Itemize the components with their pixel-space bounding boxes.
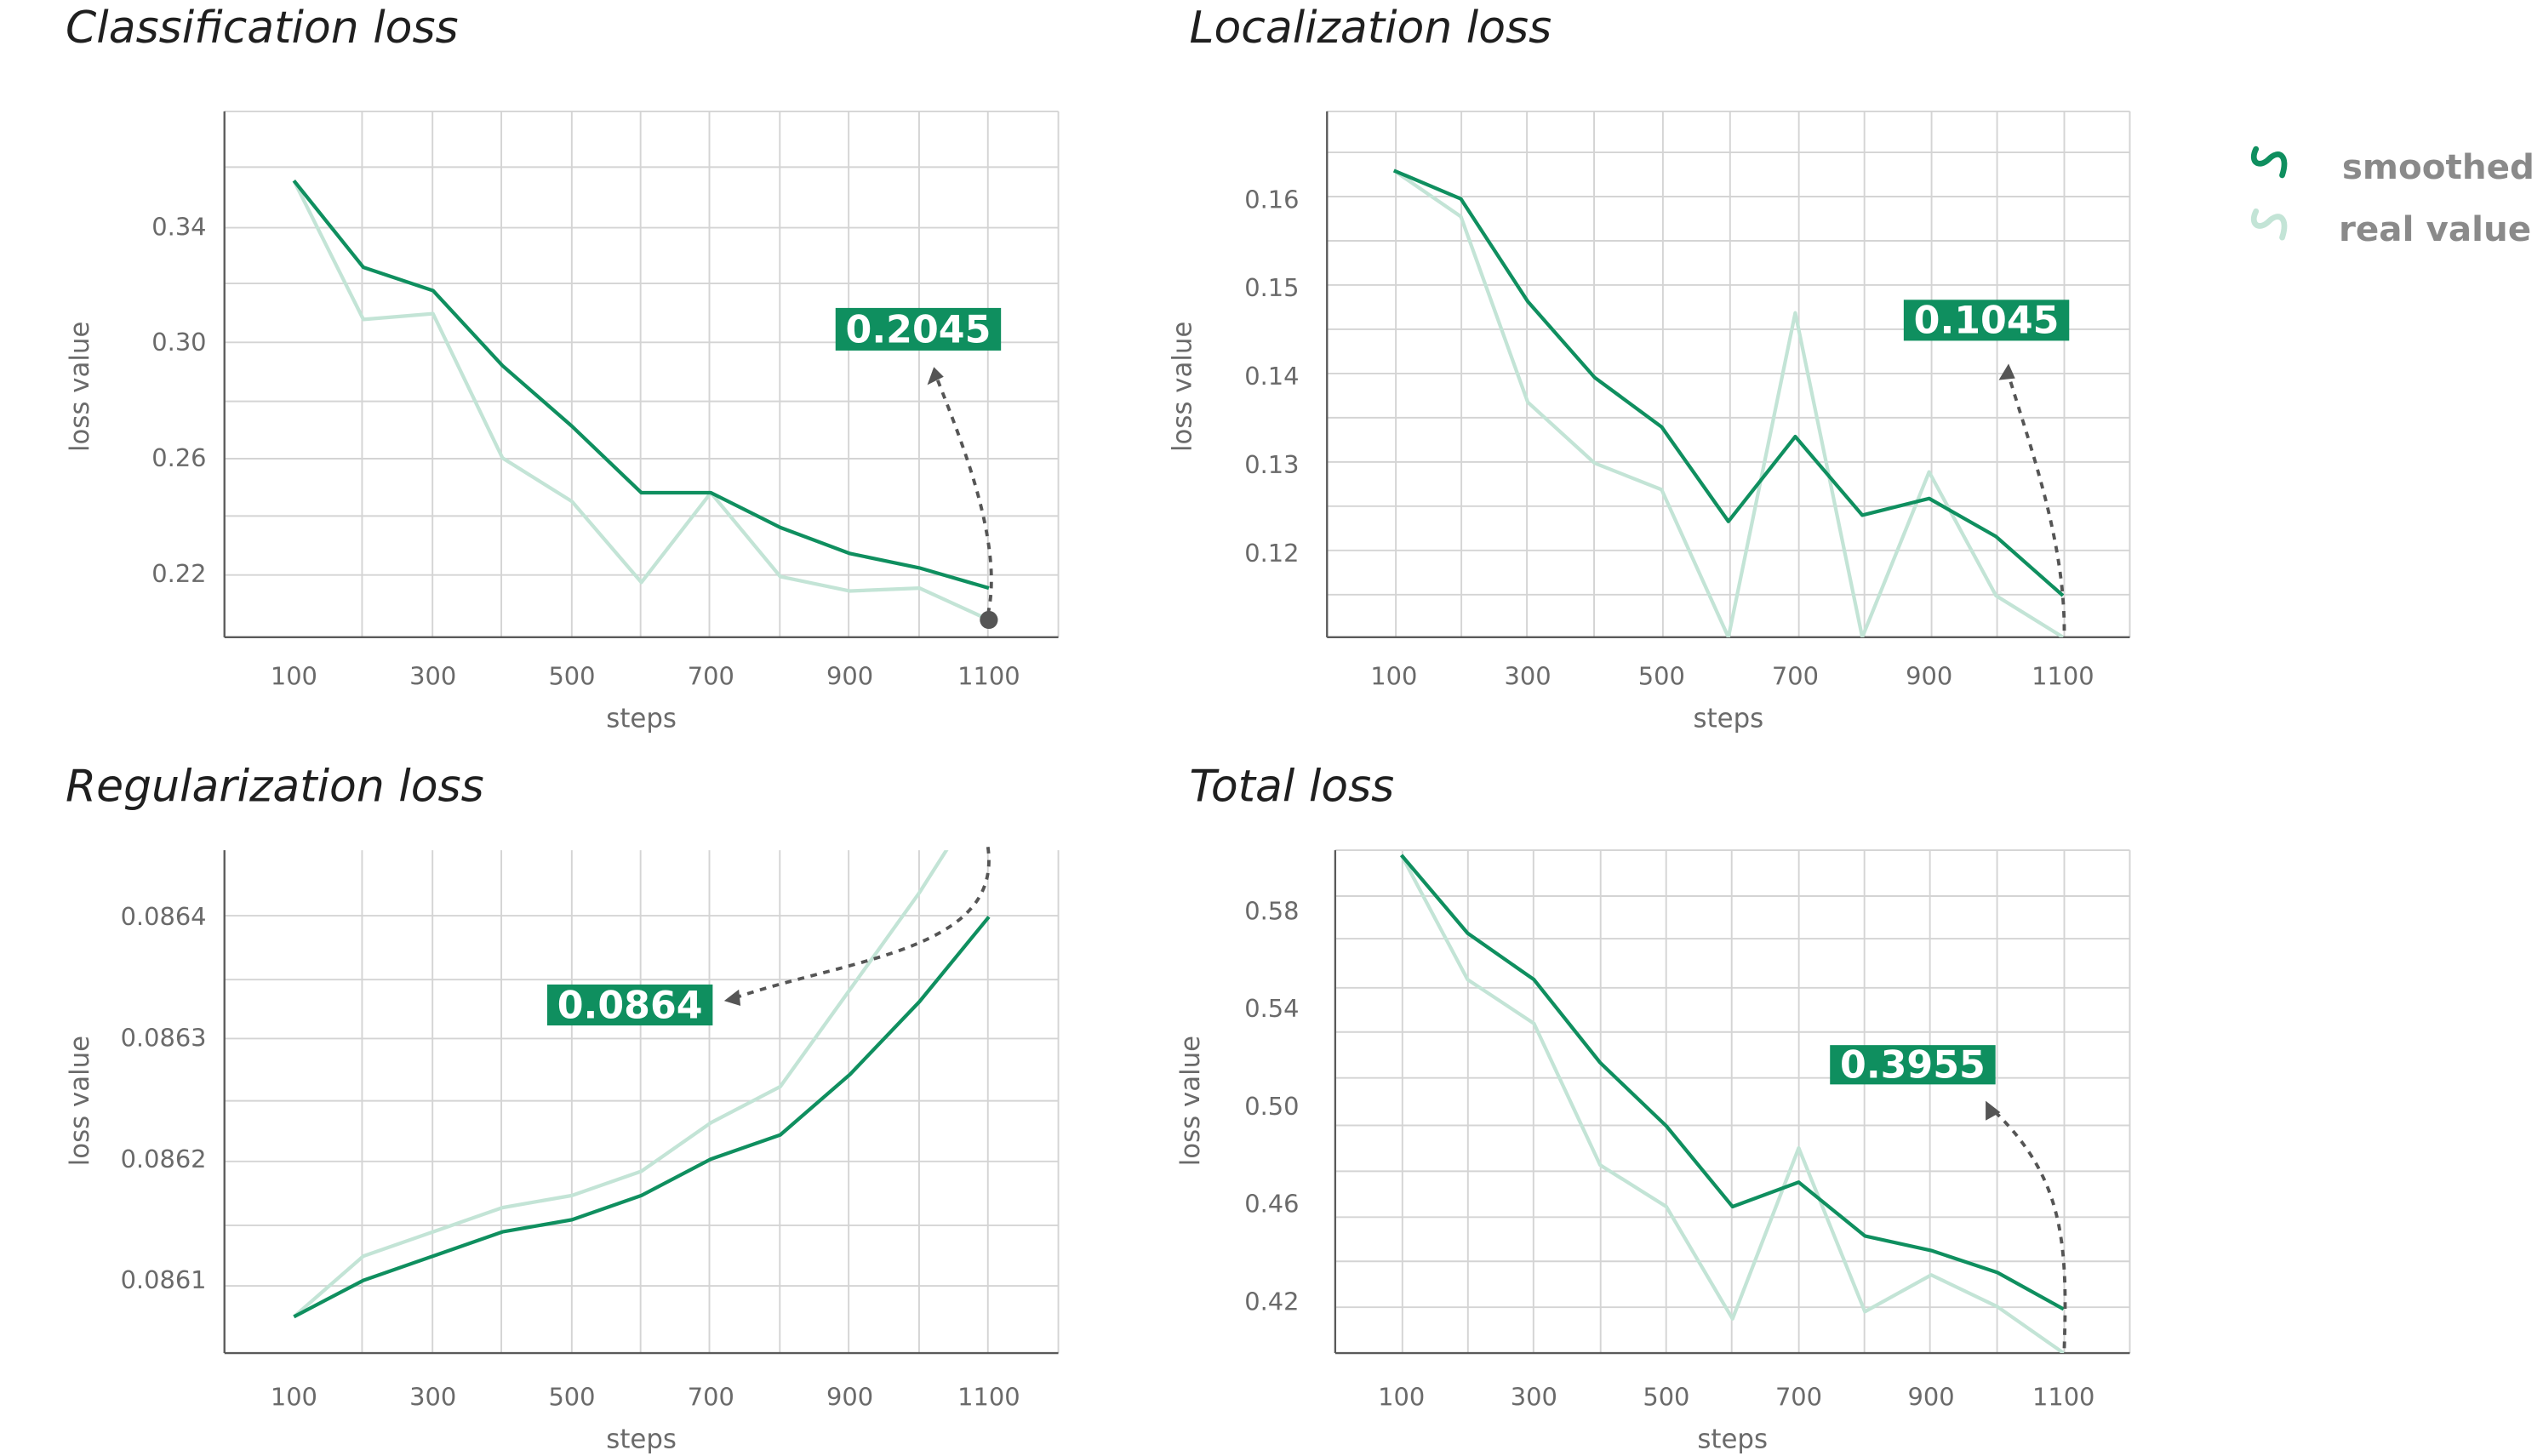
localization-y-tick-label: 0.15 (1244, 273, 1299, 302)
localization-chart-title: Localization loss (1190, 3, 1552, 54)
total-callout-value: 0.3955 (1840, 1044, 1986, 1088)
classification-chart-title: Classification loss (66, 3, 459, 54)
classification-x-tick-label: 700 (688, 662, 734, 691)
regularization-x-tick-label: 300 (409, 1383, 456, 1412)
classification-y-tick-label: 0.30 (151, 328, 206, 357)
classification-y-axis-label: loss value (65, 322, 95, 452)
localization-x-tick-label: 500 (1638, 662, 1685, 691)
regularization-smoothed-line (293, 916, 991, 1319)
regularization-real-value-line (292, 850, 949, 1318)
localization-callout-box (1903, 300, 2070, 341)
localization-y-tick-label: 0.16 (1244, 185, 1299, 214)
regularization-y-axis-label: loss value (65, 1036, 95, 1166)
regularization-chart-title: Regularization loss (66, 761, 484, 812)
chart-legend: smoothed real value (2250, 146, 2534, 249)
localization-callout-value: 0.1045 (1914, 300, 2060, 343)
localization-y-tick-label: 0.14 (1244, 362, 1299, 391)
classification-smoothed-line (292, 180, 990, 591)
classification-x-axis-label: steps (606, 704, 677, 734)
localization-x-tick-label: 900 (1906, 662, 1952, 691)
total-callout-arrow (1994, 1111, 2067, 1349)
localization-y-tick-label: 0.13 (1244, 450, 1299, 479)
total-y-tick-label: 0.42 (1244, 1287, 1299, 1316)
smoothed-swatch-icon (2250, 146, 2288, 179)
classification-x-tick-label: 300 (409, 662, 456, 691)
total-y-axis-label: loss value (1175, 1036, 1206, 1166)
classification-real-value-line (292, 180, 990, 622)
total-y-tick-label: 0.46 (1244, 1190, 1299, 1219)
classification-y-tick-label: 0.34 (151, 212, 206, 241)
localization-x-tick-label: 1100 (2032, 662, 2094, 691)
regularization-y-tick-label: 0.0864 (121, 902, 207, 931)
regularization-x-tick-label: 500 (548, 1383, 595, 1412)
classification-y-tick-label: 0.26 (151, 443, 206, 472)
classification-x-tick-label: 100 (271, 662, 317, 691)
localization-smoothed-line (1392, 168, 2065, 597)
regularization-callout-box (546, 984, 713, 1026)
regularization-chart: Regularization loss 0.0861 0.0862 0.0863 0.0… (65, 761, 1060, 1455)
total-real-value-line (1399, 854, 2065, 1354)
total-chart: Total loss 0.42 0.46 0.50 0.54 0.58 100 300 500 7… (1175, 761, 2131, 1455)
localization-x-axis-label: steps (1694, 704, 1764, 734)
classification-arrowhead-icon (927, 367, 944, 385)
total-y-tick-label: 0.54 (1244, 994, 1299, 1023)
regularization-x-axis-label: steps (606, 1425, 677, 1455)
classification-x-tick-label: 1100 (957, 662, 1020, 691)
regularization-callout-value: 0.0864 (557, 984, 703, 1027)
classification-x-tick-label: 500 (548, 662, 595, 691)
regularization-x-tick-label: 700 (688, 1383, 734, 1412)
classification-callout-arrow (932, 369, 993, 615)
legend-real-value-label: real value (2339, 208, 2531, 249)
localization-chart: Localization loss 0.12 0.13 0.14 0.15 0.16 100… (1167, 3, 2131, 734)
localization-callout-arrow (2007, 374, 2066, 631)
classification-final-point-marker (980, 610, 998, 630)
classification-chart: Classification loss 0.22 0.26 0.30 0.34 100 30… (65, 3, 1060, 734)
regularization-y-tick-label: 0.0862 (121, 1145, 207, 1173)
regularization-y-tick-label: 0.0861 (121, 1265, 207, 1294)
legend-smoothed-label: smoothed (2342, 146, 2534, 187)
total-y-tick-label: 0.58 (1244, 896, 1299, 925)
classification-callout-box (835, 307, 1002, 351)
regularization-x-tick-label: 900 (826, 1383, 873, 1412)
regularization-x-tick-label: 1100 (957, 1383, 1020, 1412)
total-x-tick-label: 100 (1378, 1383, 1425, 1412)
total-chart-title: Total loss (1190, 761, 1395, 812)
localization-x-tick-label: 100 (1370, 662, 1417, 691)
regularization-arrowhead-icon (723, 989, 741, 1006)
total-y-tick-label: 0.50 (1244, 1092, 1299, 1121)
real-value-swatch-icon (2250, 208, 2288, 241)
total-callout-box (1830, 1045, 1996, 1085)
localization-x-tick-label: 700 (1772, 662, 1819, 691)
localization-y-axis-label: loss value (1167, 322, 1197, 452)
regularization-x-tick-label: 100 (271, 1383, 317, 1412)
total-x-tick-label: 300 (1511, 1383, 1557, 1412)
classification-x-tick-label: 900 (826, 662, 873, 691)
total-x-tick-label: 500 (1643, 1383, 1689, 1412)
regularization-y-tick-label: 0.0863 (121, 1023, 207, 1052)
localization-y-tick-label: 0.12 (1244, 539, 1299, 568)
total-x-tick-label: 1100 (2032, 1383, 2094, 1412)
localization-x-tick-label: 300 (1505, 662, 1552, 691)
total-arrowhead-icon (1986, 1100, 2001, 1121)
total-x-axis-label: steps (1697, 1425, 1768, 1455)
classification-y-tick-label: 0.22 (151, 559, 206, 588)
total-x-tick-label: 900 (1908, 1383, 1955, 1412)
total-x-tick-label: 700 (1775, 1383, 1822, 1412)
classification-callout-value: 0.2045 (846, 308, 991, 351)
total-smoothed-line (1400, 854, 2065, 1311)
localization-arrowhead-icon (1998, 363, 2015, 380)
regularization-callout-arrow (734, 846, 991, 1000)
